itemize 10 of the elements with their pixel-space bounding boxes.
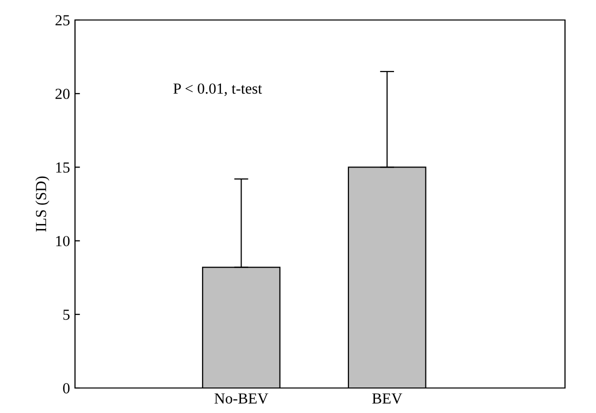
y-tick-label: 20 <box>56 88 70 100</box>
x-tick-label: No-BEV <box>214 393 268 404</box>
x-tick-label: BEV <box>372 393 402 404</box>
y-tick-label: 15 <box>56 162 70 173</box>
y-tick-label: 0 <box>63 383 70 394</box>
annotation: P < 0.01, t-test <box>173 83 262 96</box>
y-tick-label: 5 <box>63 310 70 320</box>
y-tick-label: 25 <box>56 15 70 26</box>
y-axis-title: ILS (SD) <box>35 176 50 232</box>
y-tick-label: 10 <box>56 236 70 246</box>
